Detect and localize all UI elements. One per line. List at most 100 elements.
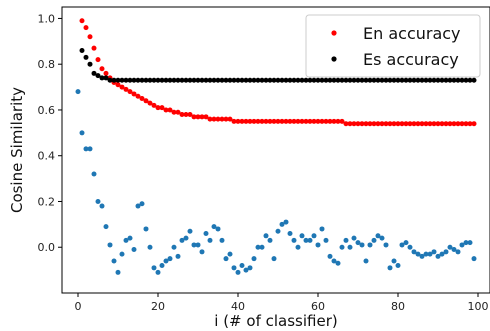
- series-0-point: [323, 237, 329, 243]
- series-2-point: [211, 77, 217, 83]
- series-0-point: [347, 244, 353, 250]
- y-tick-label: 1.0: [38, 12, 56, 25]
- series-2-point: [255, 77, 261, 83]
- series-1-point: [391, 121, 397, 127]
- series-0-point: [335, 260, 341, 266]
- series-0-point: [299, 233, 305, 239]
- series-1-point: [83, 25, 89, 31]
- series-2-point: [235, 77, 241, 83]
- series-1-point: [235, 118, 241, 124]
- series-2-point: [119, 77, 125, 83]
- series-1-point: [375, 121, 381, 127]
- legend: En accuracy Es accuracy: [305, 14, 481, 78]
- series-2-point: [447, 77, 453, 83]
- series-0-point: [207, 237, 213, 243]
- series-2-point: [243, 77, 249, 83]
- series-2-point: [259, 77, 265, 83]
- series-2-point: [455, 77, 461, 83]
- series-1-point: [343, 121, 349, 127]
- series-2-point: [403, 77, 409, 83]
- series-1-point: [359, 121, 365, 127]
- series-0-point: [183, 235, 189, 241]
- series-2-point: [375, 77, 381, 83]
- series-0-point: [363, 258, 369, 264]
- series-2-point: [215, 77, 221, 83]
- series-2-point: [419, 77, 425, 83]
- series-0-point: [287, 231, 293, 237]
- series-2-point: [151, 77, 157, 83]
- series-0-point: [211, 224, 217, 230]
- series-2-point: [299, 77, 305, 83]
- legend-marker-en-accuracy: [331, 30, 337, 36]
- series-1-point: [267, 118, 273, 124]
- series-1-point: [79, 18, 85, 24]
- series-2-point: [291, 77, 297, 83]
- series-0-point: [283, 219, 289, 225]
- series-0-point: [315, 242, 321, 248]
- series-2-point: [195, 77, 201, 83]
- series-1-point: [383, 121, 389, 127]
- series-0-point: [191, 242, 197, 248]
- series-0-point: [255, 244, 261, 250]
- series-1-point: [399, 121, 405, 127]
- y-tick-label: 0.2: [38, 195, 56, 208]
- series-0-point: [95, 198, 101, 204]
- series-0-point: [463, 240, 469, 246]
- series-0-point: [431, 249, 437, 255]
- series-2-point: [367, 77, 373, 83]
- series-0-point: [307, 237, 313, 243]
- series-2-point: [171, 77, 177, 83]
- series-0-point: [387, 265, 393, 271]
- series-2-point: [143, 77, 149, 83]
- series-2-point: [167, 77, 173, 83]
- series-1-point: [439, 121, 445, 127]
- series-0-point: [151, 265, 157, 271]
- series-2-point: [287, 77, 293, 83]
- series-2-point: [95, 73, 101, 79]
- series-1-point: [455, 121, 461, 127]
- series-0-point: [331, 258, 337, 264]
- series-1-point: [187, 112, 193, 118]
- series-1-point: [355, 121, 361, 127]
- series-0-point: [467, 240, 473, 246]
- x-tick-label: 60: [311, 300, 325, 313]
- series-1-point: [467, 121, 473, 127]
- series-1-point: [427, 121, 433, 127]
- series-2-point: [223, 77, 229, 83]
- series-1-point: [163, 107, 169, 113]
- series-1-point: [175, 109, 181, 115]
- series-2-point: [227, 77, 233, 83]
- series-0-point: [303, 237, 309, 243]
- series-2-point: [467, 77, 473, 83]
- series-0-point: [163, 258, 169, 264]
- series-0-point: [395, 263, 401, 269]
- series-0-point: [375, 233, 381, 239]
- series-2-point: [411, 77, 417, 83]
- series-1-point: [451, 121, 457, 127]
- series-2-point: [187, 77, 193, 83]
- series-0-point: [167, 256, 173, 262]
- series-2-point: [231, 77, 237, 83]
- series-0-point: [427, 251, 433, 257]
- series-1-point: [275, 118, 281, 124]
- series-2-point: [363, 77, 369, 83]
- series-1-point: [251, 118, 257, 124]
- series-0-point: [111, 258, 117, 264]
- series-1-point: [443, 121, 449, 127]
- series-2-point: [83, 54, 89, 60]
- series-2-point: [127, 77, 133, 83]
- series-1-point: [231, 118, 237, 124]
- series-1-point: [311, 118, 317, 124]
- series-2-point: [179, 77, 185, 83]
- series-0-point: [451, 247, 457, 253]
- series-1-point: [315, 118, 321, 124]
- series-2-point: [383, 77, 389, 83]
- series-0-point: [371, 237, 377, 243]
- series-0-point: [399, 242, 405, 248]
- series-0-point: [155, 269, 161, 275]
- series-0-point: [415, 251, 421, 257]
- series-1-point: [191, 114, 197, 120]
- series-1-point: [367, 121, 373, 127]
- series-1-point: [351, 121, 357, 127]
